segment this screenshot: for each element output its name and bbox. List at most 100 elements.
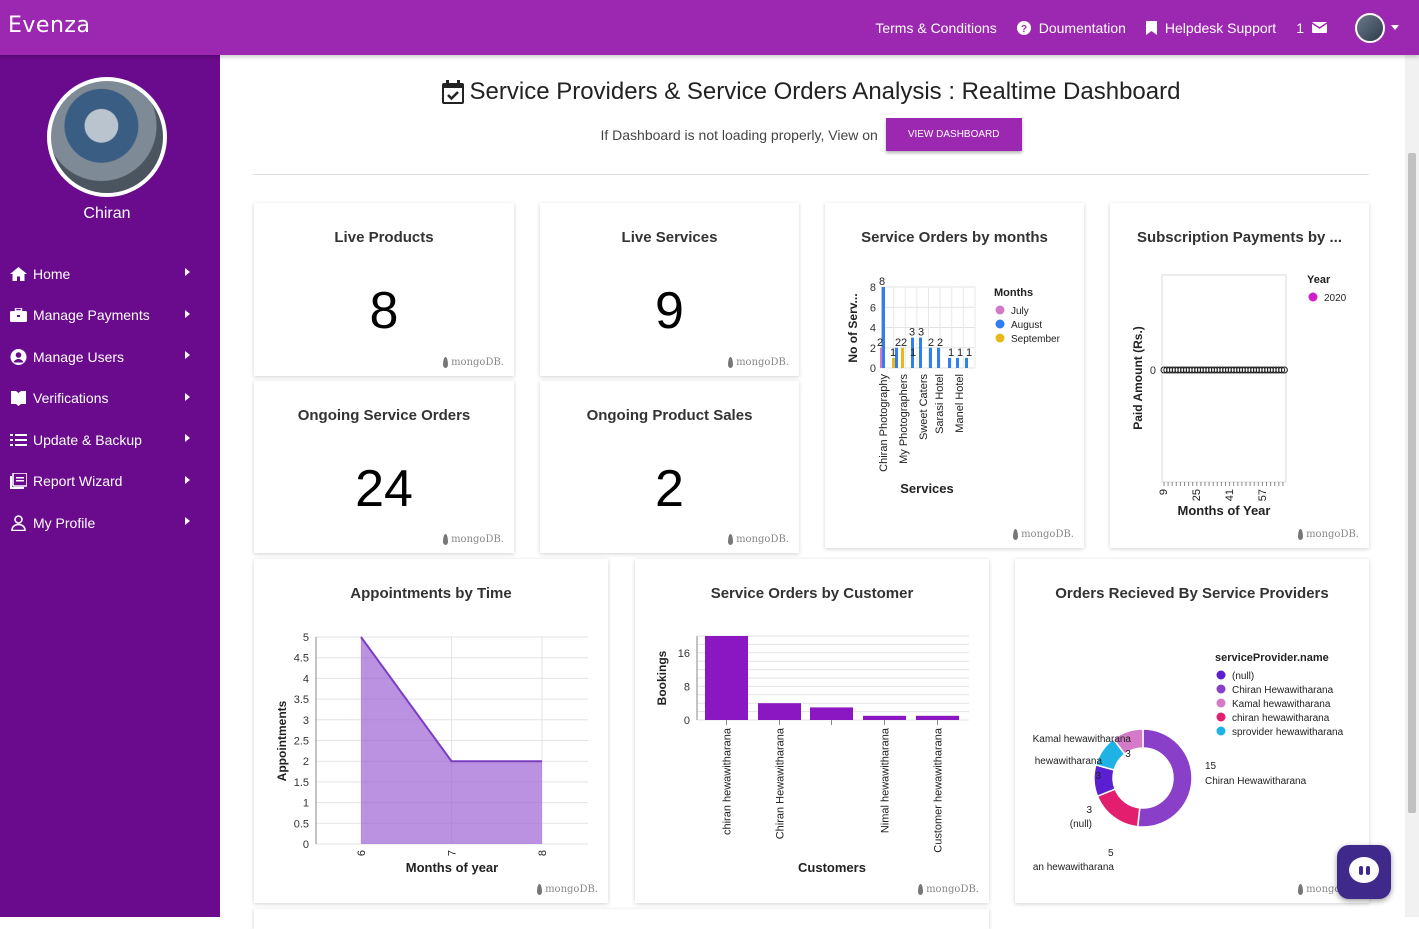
- bar-data-label: 1: [966, 347, 972, 359]
- legend-swatch: [995, 319, 1005, 329]
- data-point: [1280, 366, 1288, 374]
- mongodb-logo: mongoDB.: [918, 884, 979, 895]
- messages-button[interactable]: 1: [1296, 20, 1335, 36]
- sidebar-item-manage-users[interactable]: Manage Users: [0, 336, 220, 378]
- legend-title: Months: [994, 287, 1033, 299]
- y-tick-label: 4: [870, 323, 876, 335]
- bar: [705, 636, 748, 720]
- legend-label: September: [1011, 334, 1061, 345]
- legend-swatch: [995, 333, 1005, 343]
- legend-label: (null): [1232, 671, 1254, 682]
- y-tick-label: 1.5: [294, 777, 309, 789]
- documentation-link[interactable]: ? Doumentation: [1016, 19, 1126, 36]
- legend-label: sprovider hewawitharana: [1232, 727, 1344, 738]
- profile-name: Chiran: [83, 205, 131, 222]
- y-axis-label: Paid Amount (Rs.): [1131, 326, 1145, 430]
- legend-label: Chiran Hewawitharana: [1232, 685, 1334, 696]
- bookmark-icon: [1145, 20, 1157, 35]
- chart-title: Subscription Payments by ...: [1136, 229, 1343, 246]
- sidebar-item-verifications[interactable]: Verifications: [0, 378, 220, 420]
- user-outline-icon: [11, 514, 26, 531]
- brand-logo[interactable]: Evenza: [8, 13, 91, 38]
- mongodb-logo: mongoDB.: [537, 884, 598, 895]
- legend-label: Kamal hewawitharana: [1232, 699, 1331, 710]
- chat-bubble-icon: [1349, 857, 1379, 883]
- notification-count: 1: [1296, 19, 1304, 36]
- sidebar-item-home[interactable]: Home: [0, 253, 220, 295]
- slice-value-label: 15: [1205, 761, 1217, 772]
- bar-data-label: 1: [910, 347, 916, 359]
- slice-value-label: 3: [1086, 805, 1092, 816]
- notice-text: If Dashboard is not loading properly, Vi…: [600, 126, 878, 143]
- documentation-label: Doumentation: [1038, 19, 1126, 36]
- x-tick-label: Sarasi Hotel: [934, 374, 946, 434]
- legend-swatch: [1216, 684, 1226, 694]
- bar: [916, 715, 959, 720]
- bar: [882, 287, 885, 368]
- y-tick-label: 0: [684, 715, 690, 727]
- mongodb-label: mongoDB.: [736, 357, 789, 368]
- y-tick-label: 0: [1150, 365, 1156, 377]
- legend-swatch: [1216, 726, 1226, 736]
- bar-data-label: 1: [948, 347, 954, 359]
- legend-label: July: [1011, 306, 1029, 317]
- chart-appointments-by-time: 0 0.5 1 1.5 2 2.5 3 3.5 4 4.5 5 6 7 8 Appointments Mont…: [275, 632, 588, 875]
- x-tick-label: Sweet Caters: [918, 374, 930, 441]
- sidebar-item-report-wizard[interactable]: Report Wizard: [0, 461, 220, 503]
- x-axis-label: Customers: [798, 860, 866, 875]
- terms-link[interactable]: Terms & Conditions: [875, 20, 996, 36]
- bar: [911, 337, 914, 368]
- legend-swatch: [1216, 712, 1226, 722]
- chart-card-partial: [254, 909, 989, 929]
- top-navbar: Evenza Terms & Conditions ? Doumentation…: [0, 0, 1419, 55]
- chevron-right-icon: [185, 517, 190, 525]
- mongodb-logo: mongoDB.: [1298, 529, 1359, 540]
- x-tick-label: 9: [1158, 489, 1170, 495]
- page-title-text: Service Providers & Service Orders Analy…: [469, 78, 1181, 105]
- mongodb-label: mongoDB.: [451, 357, 504, 368]
- chart-card-service-orders-by-customer: Service Orders by Customer 0 8 16 chiran he…: [635, 559, 989, 903]
- mongodb-logo: mongoDB.: [728, 357, 789, 368]
- x-tick-label: 25: [1191, 489, 1203, 501]
- y-tick-label: 8: [684, 681, 690, 693]
- sidebar-item-label: Manage Payments: [33, 307, 150, 324]
- chevron-down-icon[interactable]: [1391, 25, 1399, 30]
- x-tick-label: 8: [537, 850, 549, 856]
- chat-widget-button[interactable]: [1337, 845, 1391, 899]
- envelope-icon: [1312, 22, 1327, 33]
- y-tick-label: 3.5: [294, 694, 309, 706]
- y-tick-label: 2: [303, 756, 309, 768]
- legend-swatch: [1308, 292, 1318, 302]
- leaf-icon: [728, 357, 734, 368]
- view-dashboard-button[interactable]: VIEW DASHBOARD: [885, 118, 1022, 151]
- scrollbar-thumb[interactable]: [1408, 153, 1416, 813]
- report-icon: [10, 473, 27, 490]
- bar: [758, 703, 801, 720]
- legend-title: Year: [1307, 274, 1331, 286]
- bar-data-label: 2: [877, 337, 883, 349]
- bar-data-label: 2: [895, 337, 901, 349]
- bar: [901, 347, 904, 368]
- legend-swatch: [1216, 670, 1226, 680]
- bar: [956, 357, 959, 368]
- mongodb-label: mongoDB.: [1021, 529, 1074, 540]
- helpdesk-link[interactable]: Helpdesk Support: [1145, 19, 1277, 36]
- chat-dot: [1366, 866, 1370, 875]
- sidebar-item-my-profile[interactable]: My Profile: [0, 502, 220, 544]
- sidebar-item-manage-payments[interactable]: Manage Payments: [0, 295, 220, 337]
- sidebar-item-update-backup[interactable]: Update & Backup: [0, 419, 220, 461]
- y-tick-label: 3: [303, 715, 309, 727]
- x-tick-label: 41: [1224, 489, 1236, 501]
- sidebar: Chiran Home Manage Payments Manage Users…: [0, 55, 220, 917]
- page-scrollbar[interactable]: [1405, 55, 1419, 917]
- x-tick-label: Nimal hewawitharana: [880, 727, 892, 833]
- user-avatar-menu[interactable]: [1355, 12, 1385, 43]
- chevron-right-icon: [185, 268, 190, 276]
- mongodb-label: mongoDB.: [736, 534, 789, 545]
- sidebar-item-label: Update & Backup: [33, 431, 142, 448]
- sidebar-item-label: My Profile: [33, 514, 96, 531]
- helpdesk-label: Helpdesk Support: [1164, 19, 1277, 36]
- chart-card-orders-by-service-providers: Orders Recieved By Service Providers 15 C…: [1015, 559, 1369, 903]
- mongodb-label: mongoDB.: [1306, 529, 1359, 540]
- kpi-title: Live Services: [621, 229, 718, 246]
